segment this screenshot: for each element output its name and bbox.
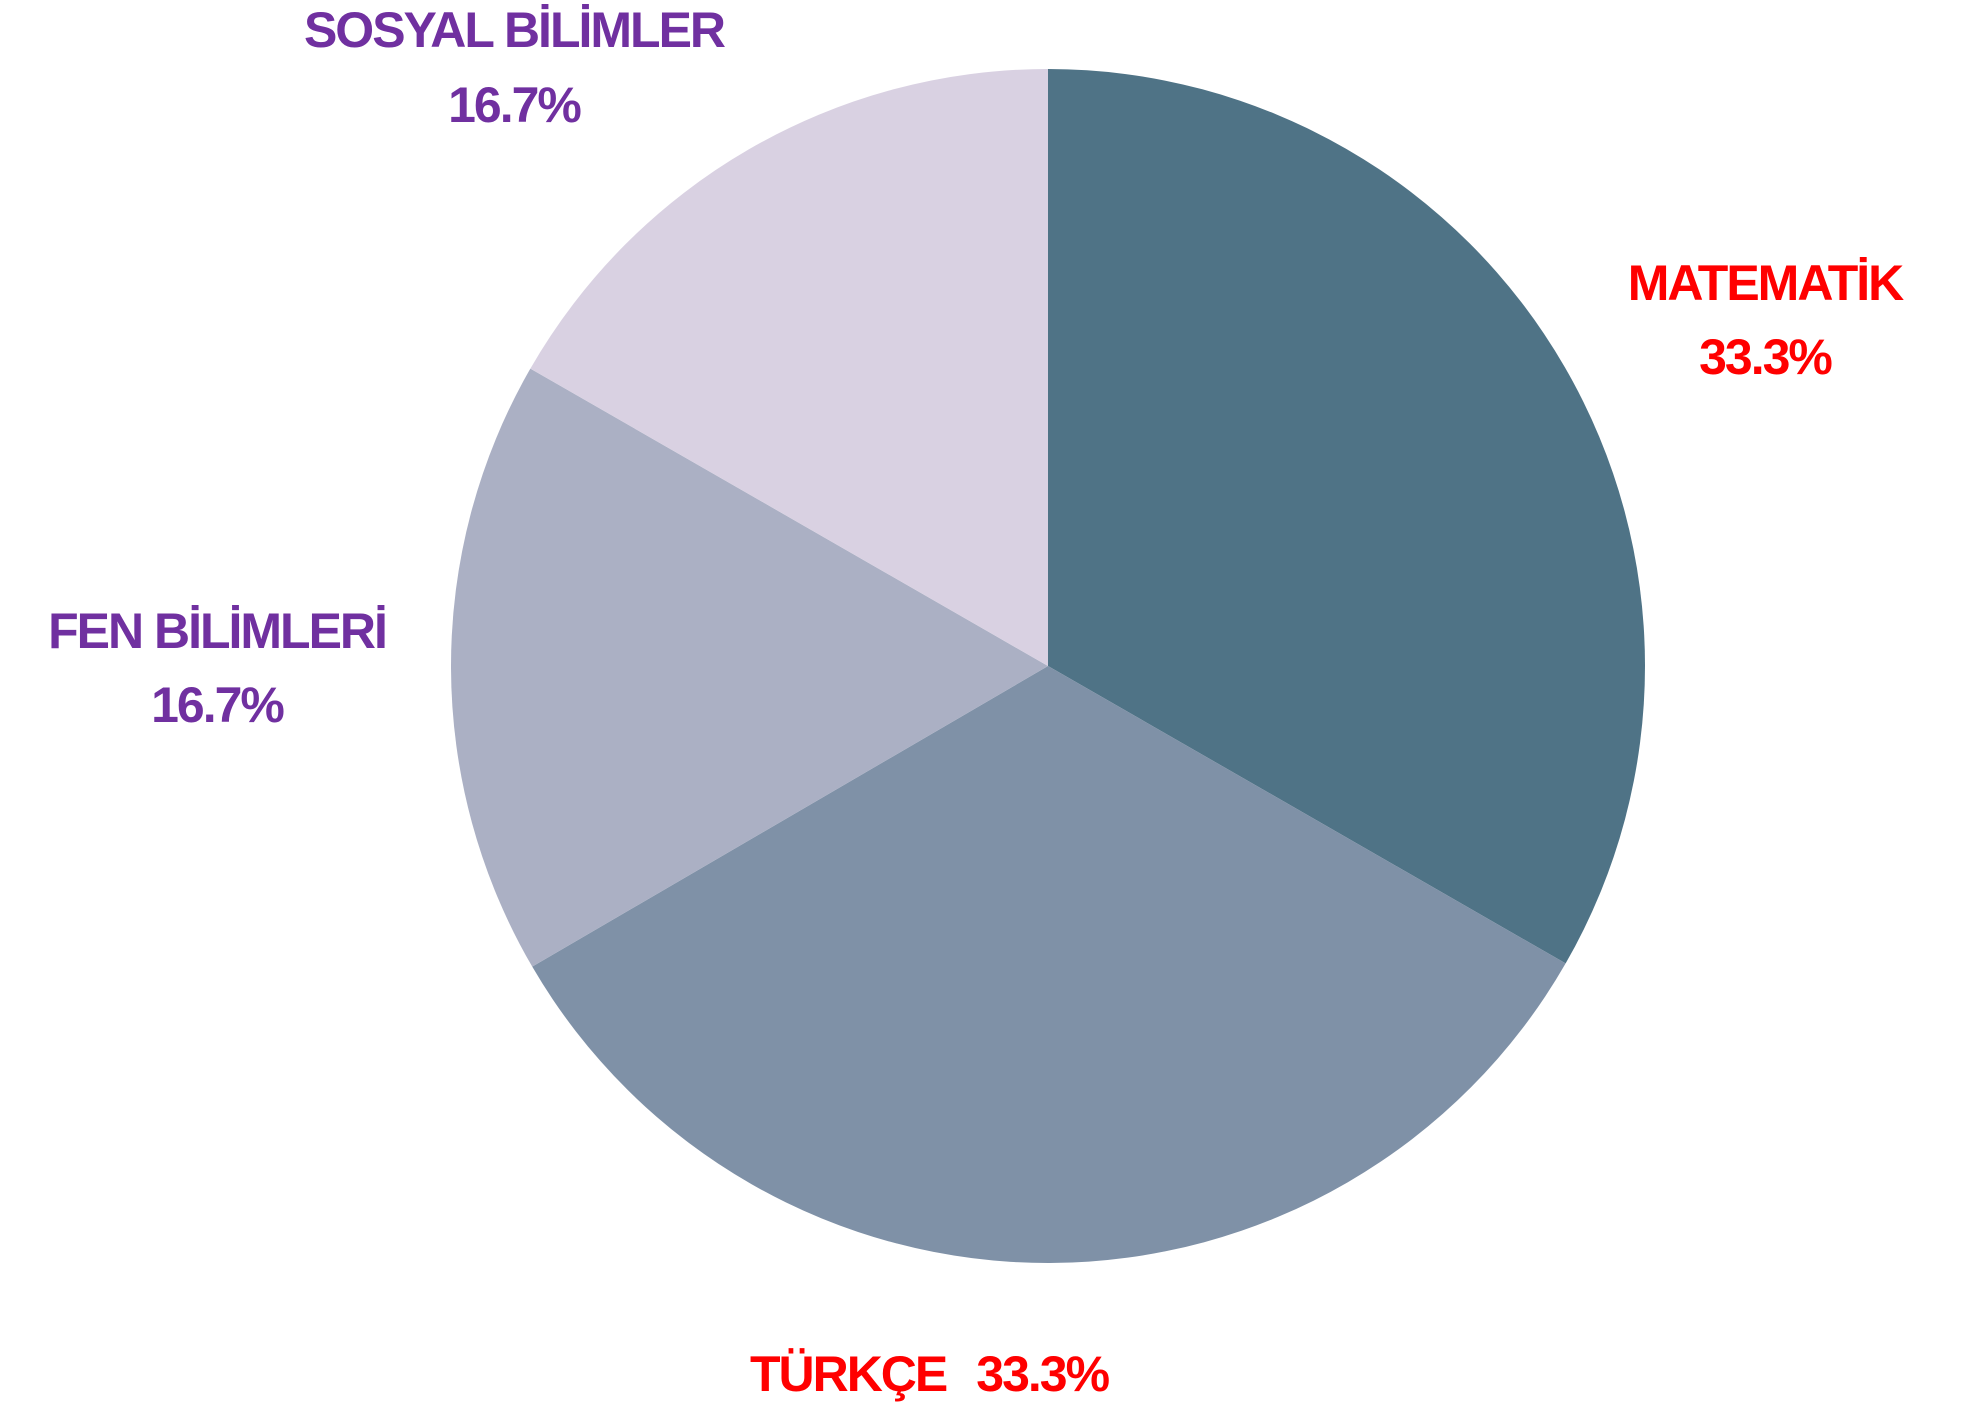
value-label: 16.7% — [448, 77, 581, 133]
value-label: 33.3% — [1699, 329, 1832, 385]
slice-label: FEN BİLİMLERİ — [48, 603, 386, 659]
category-name: TÜRKÇE — [750, 1346, 947, 1402]
pie-slice — [1048, 69, 1645, 964]
slice-label: SOSYAL BİLİMLER — [304, 2, 726, 58]
slice-label: TÜRKÇE 33.3% — [750, 1346, 1110, 1402]
pie-slice — [530, 68, 1048, 666]
slice-label: MATEMATİK — [1628, 255, 1904, 311]
value-label: 33.3% — [976, 1346, 1109, 1402]
value-label: 16.7% — [151, 677, 284, 733]
pie-slice — [450, 368, 1048, 967]
pie-slice — [532, 666, 1566, 1263]
